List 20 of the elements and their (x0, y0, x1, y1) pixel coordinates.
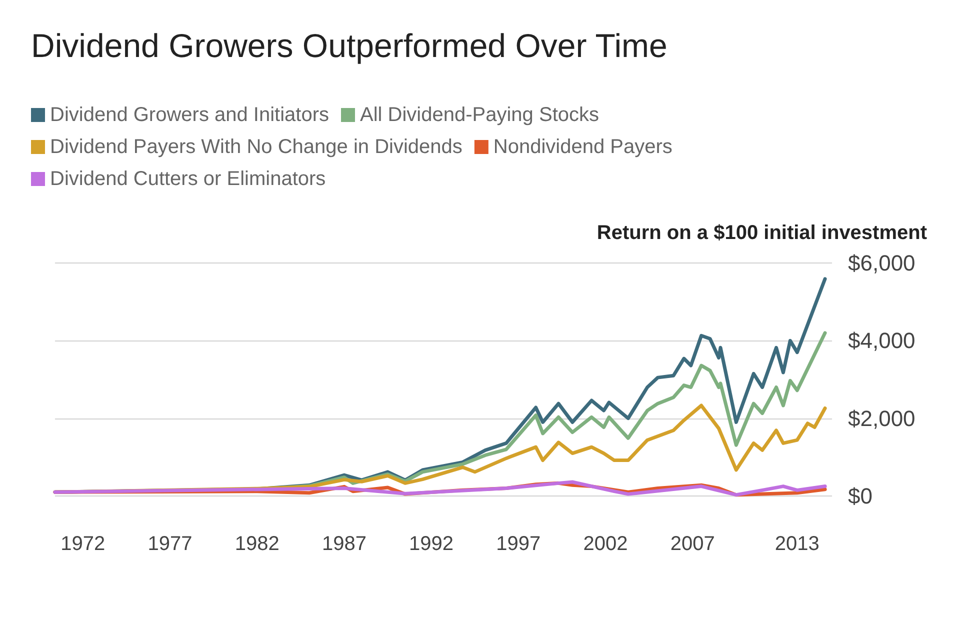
y-axis-title: Return on a $100 initial investment (596, 222, 928, 244)
legend-label: All Dividend-Paying Stocks (360, 104, 600, 126)
x-tick-label: 2007 (670, 533, 715, 555)
legend-label: Dividend Cutters or Eliminators (50, 168, 326, 190)
x-tick-label: 1987 (322, 533, 366, 555)
y-tick-label: $4,000 (848, 328, 916, 354)
y-tick-label: $2,000 (848, 406, 916, 431)
x-tick-label: 1982 (234, 533, 280, 555)
x-tick-label: 1992 (409, 533, 454, 555)
legend-label: Dividend Growers and Initiators (50, 104, 330, 126)
legend-label: Nondividend Payers (493, 136, 672, 158)
y-tick-label: $0 (848, 484, 872, 508)
y-tick-label: $6,000 (848, 250, 916, 276)
x-tick-label: 1972 (60, 533, 106, 555)
x-tick-label: 2013 (774, 533, 820, 555)
x-tick-label: 1997 (496, 533, 541, 555)
x-tick-label: 1977 (148, 533, 192, 555)
x-tick-label: 2002 (583, 533, 628, 555)
chart-title: Dividend Growers Outperformed Over Time (31, 27, 668, 64)
legend-label: Dividend Payers With No Change in Dividends (50, 136, 462, 158)
